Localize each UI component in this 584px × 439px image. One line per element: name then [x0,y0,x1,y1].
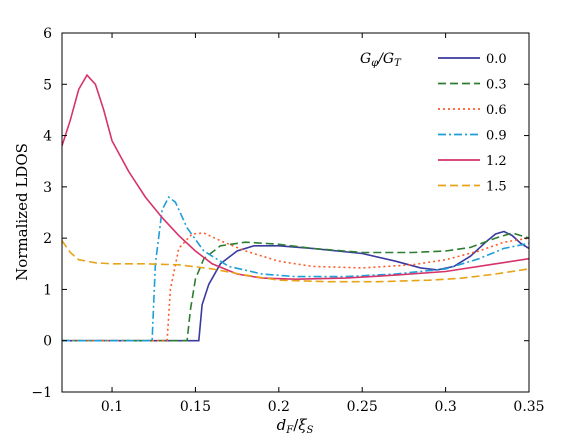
legend: Gφ/GT 0.0 0.3 0.6 0.9 1.2 1.5 [360,51,507,195]
x-axis-label: dF/ξS [277,416,314,436]
y-tick-label: 4 [43,129,52,145]
y-tick-label: 5 [43,77,52,93]
series-line-1 [62,232,529,342]
y-tick-label: 6 [43,26,52,42]
x-tick-label: 0.15 [180,399,211,415]
x-tick-label: 0.3 [434,399,456,415]
x-tick-label: 0.2 [268,399,290,415]
x-tick-label: 0.1 [101,399,123,415]
series-line-4 [62,73,529,281]
y-tick-label: 1 [43,282,52,298]
y-tick-label: −1 [31,385,52,401]
legend-label-2: 0.6 [486,103,507,118]
x-tick-label: 0.35 [513,399,544,415]
legend-label-5: 1.5 [486,180,507,195]
series-line-0 [62,230,529,342]
plot-frame [61,32,530,393]
legend-label-1: 0.3 [486,78,507,93]
legend-label-3: 0.9 [486,129,507,144]
y-tick-label: 2 [43,231,52,247]
y-axis-label: Normalized LDOS [13,143,31,281]
legend-title: Gφ/GT [360,51,402,69]
y-tick-label: 3 [43,180,52,196]
legend-label-4: 1.2 [486,154,507,169]
y-tick-label: 0 [43,334,52,350]
series-line-3 [62,195,529,342]
x-tick-label: 0.25 [347,399,378,415]
legend-label-0: 0.0 [486,52,507,67]
